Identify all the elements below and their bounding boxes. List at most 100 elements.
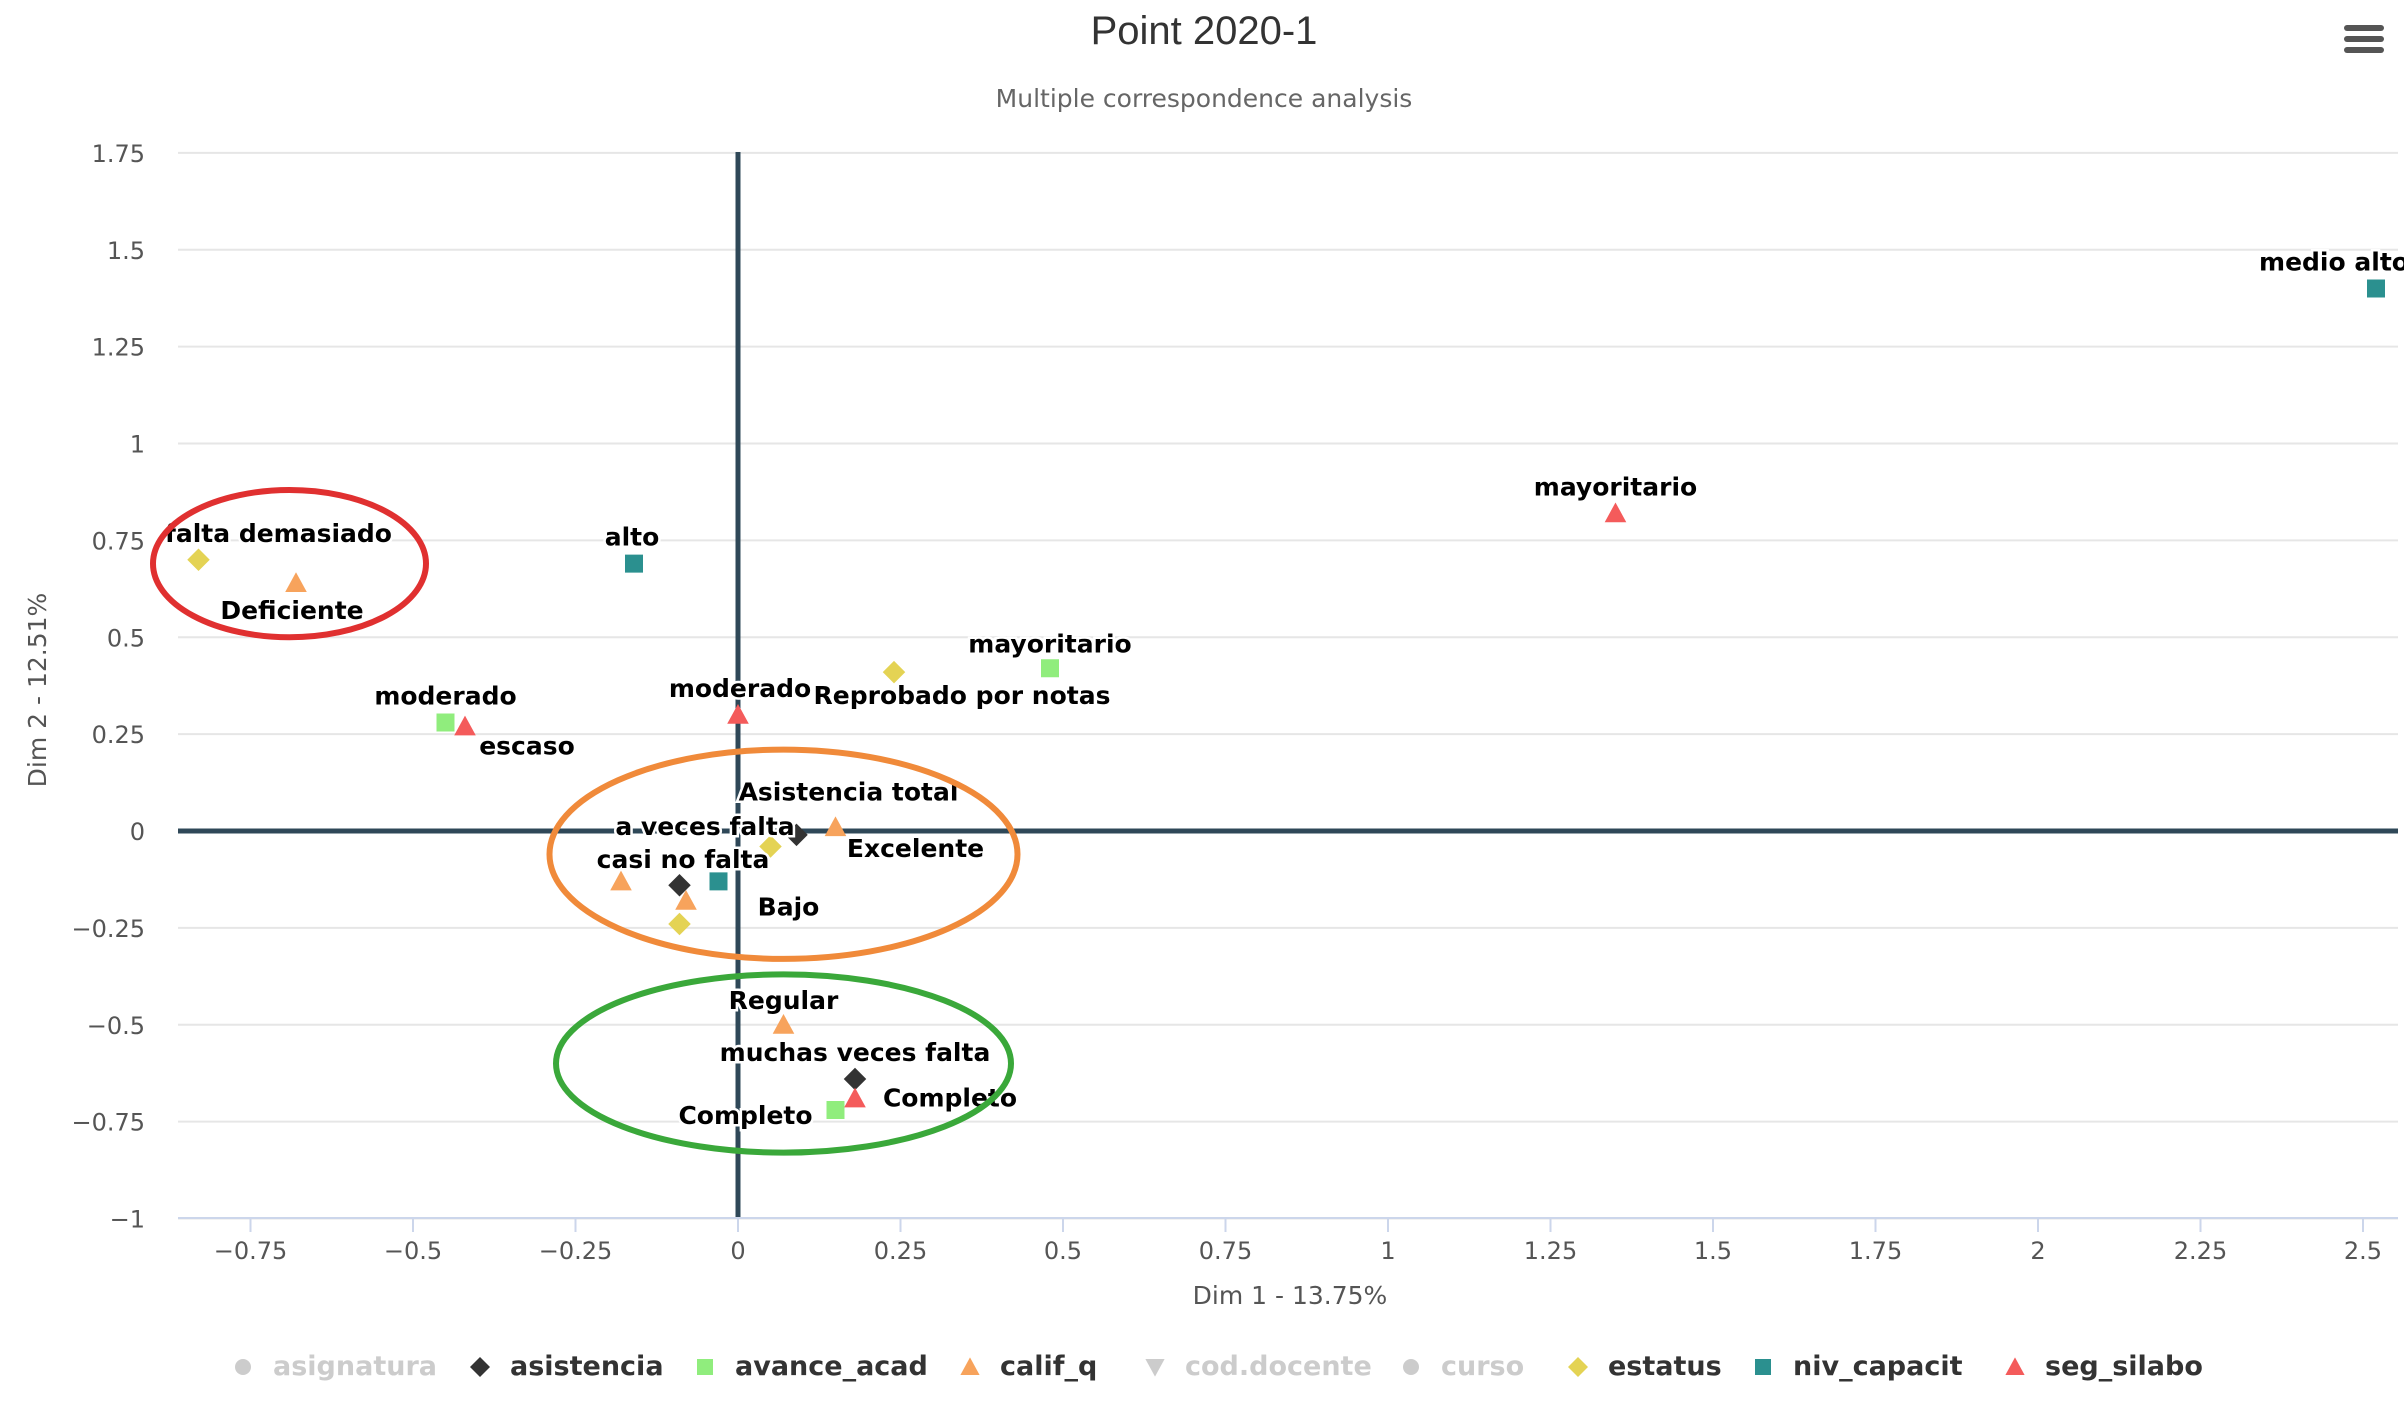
legend: asignatura asistencia avance_acad calif_q co… (235, 1351, 2203, 1382)
calif_q-point (675, 889, 697, 910)
legend-item-niv-capacit[interactable]: niv_capacit (1755, 1351, 1963, 1382)
x-tick-label: −0.75 (214, 1237, 288, 1265)
legend-item-asistencia[interactable]: asistencia (470, 1351, 664, 1382)
x-axis-label: Dim 1 - 13.75% (1193, 1281, 1388, 1310)
seg_silabo-point (727, 703, 749, 724)
legend-marker (960, 1357, 980, 1375)
calif_q-point (610, 870, 632, 891)
y-tick-label: 0.5 (107, 624, 145, 652)
point-label: muchas veces falta (720, 1038, 991, 1067)
legend-label: niv_capacit (1793, 1351, 1963, 1382)
data-labels: muchas veces falta moderado mayoritario Com… (162, 245, 2404, 1133)
point-label: medio alto (2259, 248, 2404, 277)
point-label: alto (605, 523, 660, 552)
y-tick-label: 0.75 (92, 527, 145, 555)
x-tick-label: −0.5 (384, 1237, 442, 1265)
legend-label: cod.docente (1185, 1351, 1372, 1382)
legend-item-estatus[interactable]: estatus (1568, 1351, 1722, 1382)
niv_capacit-point (625, 554, 643, 573)
estatus-point (668, 912, 691, 936)
point-label: Bajo (758, 892, 820, 921)
calif_q-point (285, 572, 307, 592)
legend-item-avance-acad[interactable]: avance_acad (697, 1351, 928, 1382)
legend-item-asignatura[interactable]: asignatura (235, 1351, 437, 1382)
y-tick-label: −0.5 (87, 1012, 145, 1040)
calif_q-point (772, 1013, 795, 1034)
legend-label: estatus (1608, 1351, 1722, 1382)
legend-marker (1145, 1359, 1165, 1377)
legend-item-seg-silabo[interactable]: seg_silabo (2005, 1351, 2203, 1382)
x-tick-label: 0 (730, 1237, 745, 1265)
seg_silabo-point (454, 715, 476, 736)
legend-marker (1568, 1357, 1588, 1377)
highlight-ellipse (150, 487, 429, 641)
avance_acad-point (436, 713, 455, 732)
point-label: moderado (374, 682, 516, 711)
legend-marker (235, 1359, 251, 1375)
x-tick-label: 1.5 (1694, 1237, 1732, 1265)
x-tick-label: 1.25 (1524, 1237, 1577, 1265)
avance_acad-point (1041, 659, 1059, 678)
x-tick-label: 1.75 (1849, 1237, 1902, 1265)
estatus-point (882, 660, 906, 684)
data-points (187, 279, 2385, 1119)
legend-label: asistencia (510, 1351, 664, 1382)
legend-label: seg_silabo (2045, 1351, 2203, 1382)
point-label: Reprobado por notas (814, 681, 1111, 710)
y-tick-label: 0 (130, 818, 145, 846)
x-tick-label: 2.5 (2344, 1237, 2382, 1265)
y-tick-label: −0.25 (71, 915, 145, 943)
legend-label: asignatura (273, 1351, 437, 1382)
y-tick-label: 1.5 (107, 237, 145, 265)
legend-marker (697, 1359, 713, 1375)
axes (178, 152, 2398, 1232)
y-tick-label: 1 (130, 431, 145, 459)
legend-marker (470, 1357, 490, 1377)
hamburger-menu-icon[interactable] (2340, 20, 2388, 60)
point-label: mayoritario (1534, 472, 1697, 501)
x-tick-label: 0.5 (1044, 1237, 1082, 1265)
avance_acad-point (826, 1101, 845, 1119)
y-tick-labels: 1.75 1.5 1.25 1 0.75 0.5 0.25 0 −0.25 −0.5 −0.75 −1 (71, 140, 145, 1234)
seg_silabo-point (1604, 502, 1627, 523)
x-tick-label: 0.75 (1199, 1237, 1252, 1265)
legend-item-calif-q[interactable]: calif_q (960, 1351, 1097, 1382)
y-tick-label: 1.25 (92, 334, 145, 362)
point-label: Completo (678, 1101, 812, 1130)
asistencia-point (668, 874, 691, 897)
legend-marker (1403, 1359, 1419, 1375)
y-axis-label: Dim 2 - 12.51% (23, 593, 52, 788)
point-label: escaso (479, 731, 575, 760)
legend-label: calif_q (1000, 1351, 1097, 1382)
niv_capacit-point (2367, 279, 2385, 298)
x-tick-label: 0.25 (874, 1237, 927, 1265)
highlight-ellipse (553, 971, 1014, 1156)
x-tick-labels: −0.75 −0.5 −0.25 0 0.25 0.5 0.75 1 1.25 1.5 1.75 2 2… (214, 1237, 2382, 1265)
x-tick-label: 1 (1380, 1237, 1395, 1265)
legend-marker (2005, 1357, 2025, 1375)
chart-subtitle: Multiple correspondence analysis (996, 84, 1413, 113)
calif_q-point (824, 816, 847, 837)
point-label: Deficiente (220, 596, 363, 625)
estatus-point (759, 835, 782, 858)
asistencia-point (843, 1067, 867, 1091)
legend-marker (1755, 1359, 1771, 1375)
legend-item-cod-docente[interactable]: cod.docente (1145, 1351, 1372, 1382)
point-label: Regular (729, 986, 839, 1015)
x-tick-label: 2.25 (2174, 1237, 2227, 1265)
x-tick-label: 2 (2030, 1237, 2045, 1265)
x-tick-label: −0.25 (539, 1237, 613, 1265)
legend-item-curso[interactable]: curso (1403, 1351, 1524, 1382)
y-tick-label: 0.25 (92, 721, 145, 749)
asistencia-point (785, 823, 808, 847)
chart-title: Point 2020-1 (1091, 9, 1318, 53)
point-label: a veces falta (615, 812, 794, 841)
point-label: moderado (669, 674, 811, 703)
y-tick-label: −1 (110, 1206, 145, 1234)
point-label: Asistencia total (739, 778, 959, 807)
estatus-point (187, 548, 210, 571)
highlight-ellipse (546, 746, 1021, 962)
seg_silabo-point (844, 1087, 866, 1108)
point-label: Excelente (847, 834, 984, 863)
